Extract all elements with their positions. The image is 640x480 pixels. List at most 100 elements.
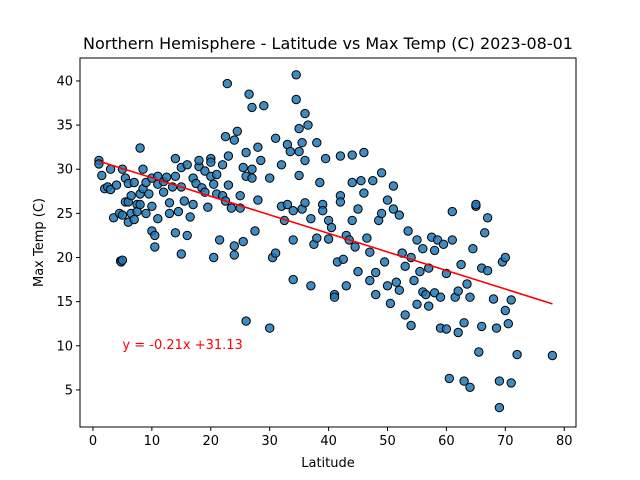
data-point <box>312 233 322 243</box>
data-point <box>335 197 346 207</box>
data-point <box>226 203 237 213</box>
data-point <box>138 164 148 174</box>
data-point <box>388 204 399 214</box>
data-point <box>209 179 219 189</box>
data-point <box>247 102 257 113</box>
data-point <box>347 150 357 160</box>
data-point <box>209 252 219 263</box>
data-point <box>447 206 457 217</box>
y-tick-label: 35 <box>56 119 73 134</box>
data-point <box>329 292 340 302</box>
data-point <box>491 323 502 333</box>
data-point <box>474 347 484 357</box>
data-point <box>482 266 493 276</box>
data-point <box>494 376 505 386</box>
y-tick-label: 40 <box>56 74 73 89</box>
data-point <box>400 310 410 320</box>
data-point <box>376 168 387 178</box>
data-point <box>150 230 160 241</box>
data-point <box>320 153 331 164</box>
data-point <box>158 187 169 197</box>
data-point <box>238 162 248 173</box>
data-point <box>129 177 139 188</box>
data-point <box>235 191 245 201</box>
y-tick-label: 25 <box>56 207 73 222</box>
x-tick-label: 50 <box>379 434 396 449</box>
data-point <box>376 208 387 219</box>
data-point <box>294 123 304 134</box>
data-point <box>200 166 210 176</box>
data-point <box>362 233 372 243</box>
data-point <box>347 215 357 226</box>
data-point <box>194 155 204 166</box>
data-point <box>117 255 128 265</box>
data-point <box>297 138 307 148</box>
data-point <box>447 235 457 245</box>
data-point <box>488 294 499 304</box>
data-point <box>270 133 281 144</box>
data-point <box>179 196 190 206</box>
data-point <box>353 266 363 277</box>
data-point <box>232 126 243 137</box>
data-point <box>379 257 390 267</box>
data-point <box>217 160 228 170</box>
data-point <box>117 210 128 220</box>
data-point <box>147 201 157 212</box>
data-point <box>185 212 195 222</box>
y-axis-ticks: 5 10 15 20 25 30 35 40 <box>56 74 80 398</box>
x-tick-label: 20 <box>203 434 220 449</box>
data-point <box>288 274 298 285</box>
data-point <box>250 226 260 236</box>
data-point <box>415 266 425 277</box>
data-point <box>253 195 263 205</box>
y-tick-label: 10 <box>56 339 73 354</box>
data-point <box>418 244 428 254</box>
data-point <box>412 299 422 309</box>
data-point <box>259 101 269 111</box>
data-point <box>161 172 172 182</box>
data-point <box>462 279 472 289</box>
data-point <box>164 208 175 219</box>
data-point <box>229 135 240 145</box>
data-point <box>512 349 522 360</box>
data-point <box>409 275 419 286</box>
x-tick-label: 0 <box>89 434 97 449</box>
data-point <box>506 378 516 388</box>
data-point <box>368 176 378 186</box>
data-point <box>306 281 316 291</box>
data-point <box>288 235 298 245</box>
data-point <box>471 199 481 210</box>
data-point <box>291 70 301 80</box>
data-point <box>282 199 293 210</box>
data-point <box>315 177 325 188</box>
data-point <box>438 239 449 250</box>
data-point <box>294 170 304 181</box>
data-point <box>347 177 357 188</box>
data-point <box>482 213 493 223</box>
data-point <box>494 402 505 413</box>
y-tick-label: 30 <box>56 163 73 178</box>
data-point <box>506 295 516 305</box>
data-point <box>465 292 475 302</box>
data-point <box>300 155 310 166</box>
data-point <box>241 316 251 326</box>
x-tick-label: 40 <box>320 434 337 449</box>
data-point <box>265 323 275 333</box>
data-point <box>382 281 393 291</box>
data-point <box>424 301 434 311</box>
data-point <box>170 153 181 164</box>
data-point <box>247 173 257 183</box>
data-point <box>214 235 225 245</box>
x-tick-label: 70 <box>497 434 514 449</box>
data-point <box>256 155 266 166</box>
data-point <box>153 214 163 224</box>
data-point <box>144 189 154 199</box>
data-point <box>303 120 313 130</box>
data-point <box>141 208 151 219</box>
data-point <box>385 298 396 309</box>
y-tick-label: 5 <box>65 383 73 398</box>
x-tick-label: 60 <box>438 434 455 449</box>
data-point <box>356 176 366 186</box>
data-point <box>265 173 275 183</box>
